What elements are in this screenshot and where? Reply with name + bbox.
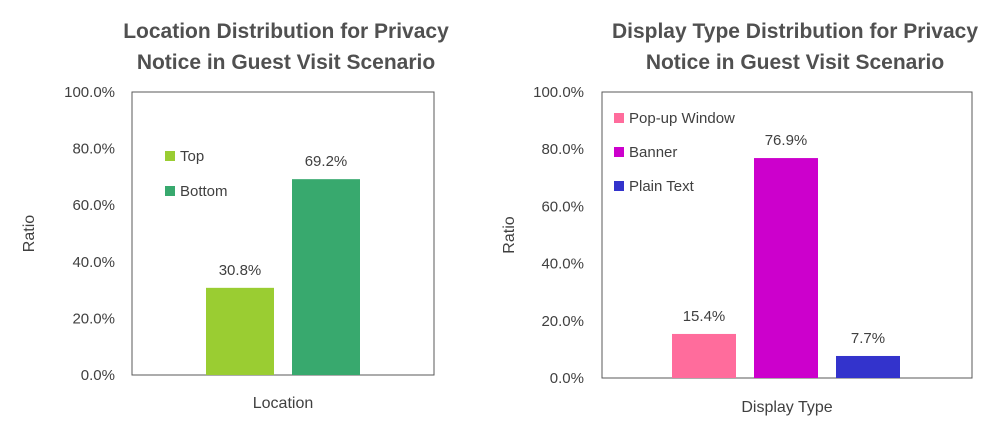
chart-1-y-tick-label: 40.0% (72, 254, 115, 271)
chart-1-plot-area (131, 91, 435, 376)
chart-2-data-label: 15.4% (683, 308, 726, 325)
chart-1-y-tick-label: 20.0% (72, 310, 115, 327)
chart-2-y-axis-title: Ratio (501, 216, 518, 253)
chart-2-legend-label: Banner (629, 144, 677, 161)
chart-1-legend-swatch (165, 151, 175, 161)
chart-1-y-tick-label: 0.0% (81, 367, 115, 384)
chart-2-y-tick-label: 80.0% (541, 141, 584, 158)
chart-2-x-axis-title: Display Type (741, 399, 832, 416)
chart-2-data-label: 76.9% (765, 132, 808, 149)
chart-2-y-tick-label: 0.0% (550, 370, 584, 387)
chart-2-title-line-2: Notice in Guest Visit Scenario (646, 51, 944, 74)
chart-1-y-tick-label: 60.0% (72, 197, 115, 214)
chart-2-legend-swatch (614, 181, 624, 191)
chart-2-data-label: 7.7% (851, 330, 885, 347)
chart-2-y-tick-label: 60.0% (541, 198, 584, 215)
chart-2-legend-label: Plain Text (629, 178, 695, 195)
chart-1-bar-bottom (292, 179, 360, 375)
chart-2-bar-banner (754, 158, 818, 378)
chart-1: Location Distribution for Privacy Notice … (21, 20, 449, 412)
chart-2-legend-label: Pop-up Window (629, 110, 735, 127)
chart-1-legend-swatch (165, 186, 175, 196)
chart-1-title-line-1: Location Distribution for Privacy (123, 20, 449, 43)
chart-2-bar-pop-up-window (672, 333, 736, 378)
chart-2-y-tick-label: 20.0% (541, 313, 584, 330)
chart-2-title: Display Type Distribution for Privacy Not… (612, 20, 978, 74)
chart-2-y-tick-label: 100.0% (533, 84, 584, 101)
chart-2: Display Type Distribution for Privacy Not… (501, 20, 978, 416)
chart-1-data-label: 30.8% (219, 262, 262, 279)
chart-1-y-axis-title: Ratio (21, 215, 38, 252)
chart-2-y-tick-label: 40.0% (541, 256, 584, 273)
chart-1-y-tick-label: 80.0% (72, 141, 115, 158)
chart-1-y-tick-label: 100.0% (64, 84, 115, 101)
chart-1-x-axis-title: Location (253, 395, 314, 412)
chart-2-legend-swatch (614, 147, 624, 157)
chart-2-legend-swatch (614, 113, 624, 123)
chart-1-data-label: 69.2% (305, 153, 348, 170)
chart-2-bar-plain-text (836, 355, 900, 378)
chart-1-bar-top (206, 287, 274, 375)
chart-2-title-line-1: Display Type Distribution for Privacy (612, 20, 978, 43)
chart-1-title: Location Distribution for Privacy Notice … (123, 20, 449, 74)
chart-1-legend-label: Bottom (180, 183, 228, 200)
chart-1-legend-label: Top (180, 148, 204, 165)
chart-1-title-line-2: Notice in Guest Visit Scenario (137, 51, 435, 74)
